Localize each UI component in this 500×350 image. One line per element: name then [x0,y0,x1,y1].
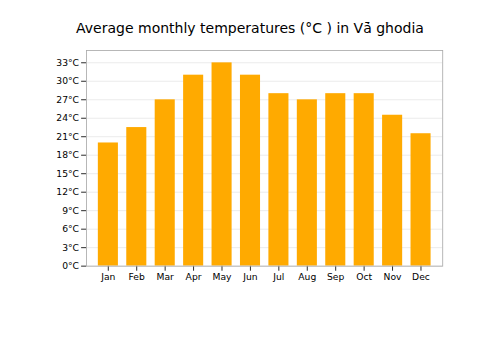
svg-text:Mar: Mar [156,271,174,282]
svg-text:May: May [212,271,232,282]
svg-text:24°C: 24°C [56,112,79,123]
svg-text:Aug: Aug [298,271,316,282]
svg-text:Jun: Jun [242,271,258,282]
svg-text:Dec: Dec [412,271,430,282]
svg-text:21°C: 21°C [56,131,79,142]
svg-text:27°C: 27°C [56,94,79,105]
svg-text:6°C: 6°C [62,223,79,234]
svg-text:30°C: 30°C [56,75,79,86]
svg-text:3°C: 3°C [62,242,79,253]
svg-text:9°C: 9°C [62,205,79,216]
svg-text:15°C: 15°C [56,168,79,179]
svg-text:Oct: Oct [356,271,372,282]
svg-text:33°C: 33°C [56,57,79,68]
svg-text:Jan: Jan [100,271,115,282]
svg-text:Nov: Nov [384,271,402,282]
svg-text:12°C: 12°C [56,186,79,197]
svg-text:Feb: Feb [129,271,145,282]
svg-text:Apr: Apr [186,271,202,282]
svg-text:18°C: 18°C [56,149,79,160]
svg-text:Sep: Sep [327,271,344,282]
svg-text:0°C: 0°C [62,260,79,271]
svg-text:Jul: Jul [272,271,284,282]
html-text:Average monthly temperatures (: Average monthly temperatures (°C ) in Vā… [76,20,424,36]
